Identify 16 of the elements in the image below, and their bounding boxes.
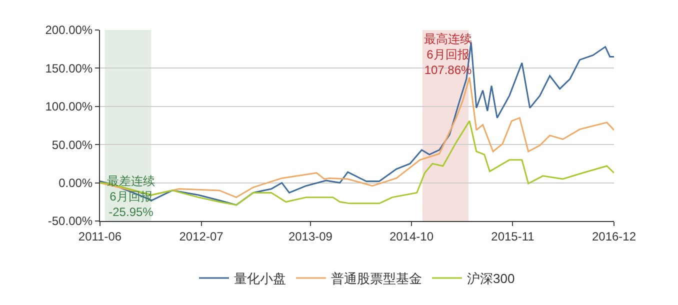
y-tick-label: -50.00% xyxy=(48,214,93,228)
x-tick-label: 2013-09 xyxy=(288,229,333,244)
x-tick-label: 2014-10 xyxy=(389,229,434,244)
x-tick-label: 2015-11 xyxy=(491,229,535,244)
legend-label: 量化小盘 xyxy=(234,271,286,286)
y-tick-label: 200.00% xyxy=(45,23,93,38)
x-tick-label: 2011-06 xyxy=(78,229,122,244)
legend-label: 普通股票型基金 xyxy=(331,271,422,286)
x-tick-label: 2016-12 xyxy=(592,229,636,244)
x-tick-label: 2012-07 xyxy=(179,229,224,244)
y-tick-label: 150.00% xyxy=(45,61,93,76)
line-series xyxy=(100,120,614,206)
y-tick-label: 0.00% xyxy=(58,176,93,190)
y-tick-label: 100.00% xyxy=(45,100,93,114)
legend-label: 沪深300 xyxy=(467,271,515,286)
y-tick-label: 50.00% xyxy=(52,138,93,152)
